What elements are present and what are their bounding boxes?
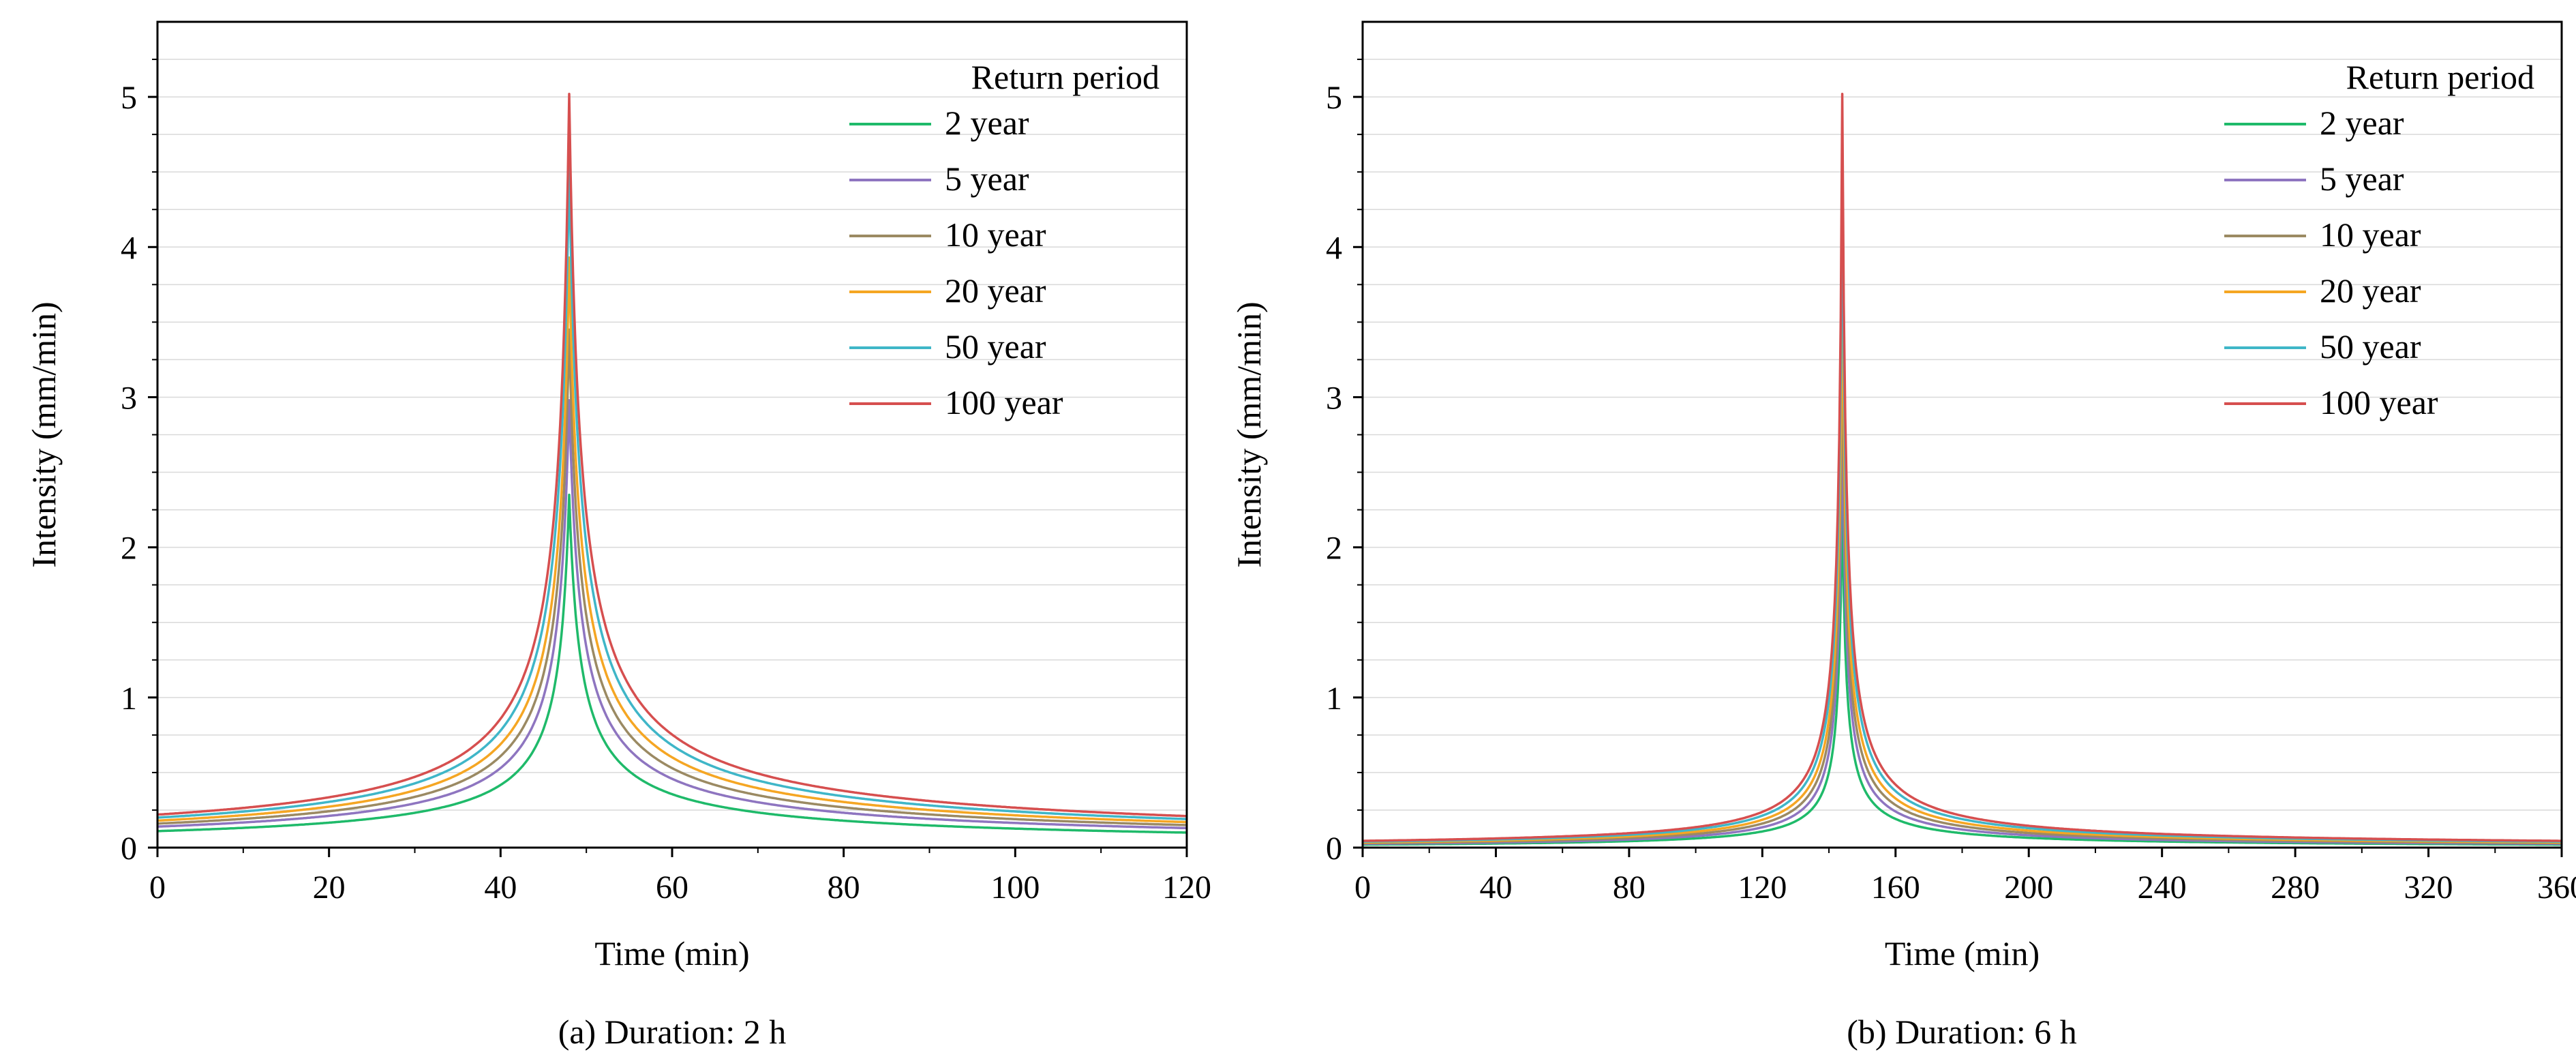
legend-title: Return period	[971, 58, 1160, 96]
y-tick-label: 3	[121, 380, 137, 416]
legend-label: 2 year	[945, 104, 1029, 142]
x-tick-label: 320	[2404, 869, 2453, 906]
x-tick-label: 100	[990, 869, 1040, 906]
chart-panel-b: 0 1 2 3 4 5 0 40 80 120 160 200 240 280 320 360 Time (mi…	[1230, 20, 2576, 1051]
y-tick-label: 2	[121, 531, 137, 567]
legend-title: Return period	[2346, 58, 2534, 96]
x-tick-label: 40	[484, 869, 517, 906]
x-axis: 0 40 80 120 160 200 240 280 320 360	[1354, 848, 2576, 906]
x-tick-label: 120	[1738, 869, 1787, 906]
y-tick-label: 1	[121, 681, 137, 717]
x-tick-label: 0	[149, 869, 166, 906]
x-tick-label: 200	[2004, 869, 2053, 906]
x-tick-label: 240	[2138, 869, 2187, 906]
y-tick-label: 5	[1326, 80, 1342, 116]
series-line-50-year	[1363, 163, 2562, 843]
x-tick-label: 80	[1613, 869, 1646, 906]
y-tick-label: 4	[1326, 230, 1342, 266]
legend-label: 5 year	[2320, 160, 2404, 198]
y-tick-label: 3	[1326, 380, 1342, 416]
chart-panel-a: 0 1 2 3 4 5 0 20 40 60 80 100 120 Time (min) Intensity…	[25, 20, 1211, 1051]
legend-label: 10 year	[2320, 215, 2421, 254]
legend-label: 50 year	[2320, 327, 2421, 366]
y-axis: 0 1 2 3 4 5	[1326, 59, 1363, 867]
series-line-100-year	[157, 92, 1187, 818]
y-tick-label: 5	[121, 80, 137, 116]
series-line-5-year	[157, 399, 1187, 830]
x-axis: 0 20 40 60 80 100 120	[149, 848, 1211, 906]
legend-label: 2 year	[2320, 104, 2404, 142]
x-tick-label: 280	[2271, 869, 2320, 906]
legend-label: 10 year	[945, 215, 1046, 254]
series-line-10-year	[157, 328, 1187, 826]
gridlines	[1363, 59, 2562, 811]
legend-label: 100 year	[945, 383, 1063, 421]
series-line-100-year	[1363, 92, 2562, 842]
legend: Return period 2 year 5 year 10 year 20 year 5…	[2224, 58, 2534, 421]
y-tick-label: 0	[121, 831, 137, 867]
y-axis-label: Intensity (mm/min)	[25, 301, 63, 567]
series-line-50-year	[157, 163, 1187, 820]
legend-label: 100 year	[2320, 383, 2438, 421]
x-tick-label: 40	[1479, 869, 1512, 906]
x-tick-label: 80	[828, 869, 860, 906]
x-tick-label: 160	[1871, 869, 1920, 906]
y-tick-label: 4	[121, 230, 137, 266]
legend-label: 20 year	[945, 271, 1046, 310]
x-tick-label: 120	[1162, 869, 1211, 906]
series-line-20-year	[157, 256, 1187, 824]
legend-label: 20 year	[2320, 271, 2421, 310]
y-axis-label: Intensity (mm/min)	[1230, 301, 1268, 567]
legend: Return period 2 year 5 year 10 year 20 year 5…	[849, 58, 1160, 421]
y-tick-label: 0	[1326, 831, 1342, 867]
x-tick-label: 0	[1354, 869, 1371, 906]
x-tick-label: 60	[656, 869, 688, 906]
x-tick-label: 20	[313, 869, 346, 906]
legend-label: 50 year	[945, 327, 1046, 366]
x-axis-label: Time (min)	[1885, 934, 2040, 972]
y-tick-label: 1	[1326, 681, 1342, 717]
x-tick-label: 360	[2537, 869, 2576, 906]
x-axis-label: Time (min)	[594, 934, 749, 972]
y-tick-label: 2	[1326, 531, 1342, 567]
legend-label: 5 year	[945, 160, 1029, 198]
panel-caption: (b) Duration: 6 h	[1847, 1013, 2076, 1051]
gridlines	[157, 59, 1187, 811]
panel-caption: (a) Duration: 2 h	[558, 1013, 787, 1051]
series-line-2-year	[157, 493, 1187, 834]
y-axis: 0 1 2 3 4 5	[121, 59, 157, 867]
